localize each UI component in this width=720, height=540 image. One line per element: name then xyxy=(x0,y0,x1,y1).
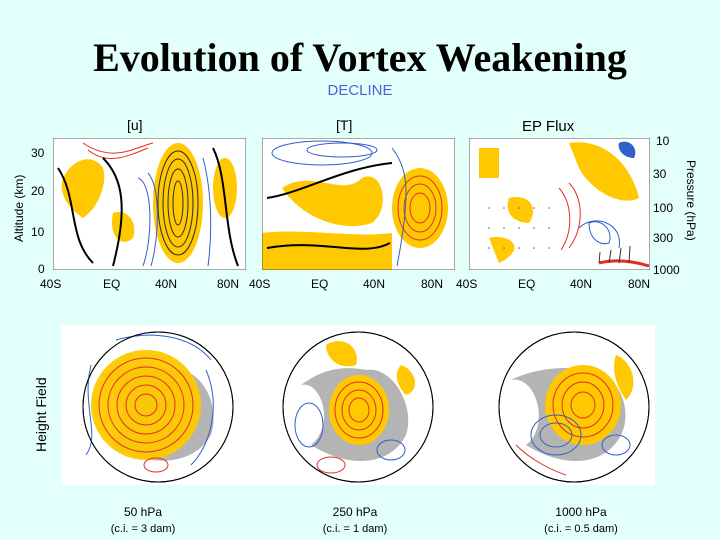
slide-title: Evolution of Vortex Weakening xyxy=(93,35,627,80)
lat-tick: 80N xyxy=(421,277,444,291)
lat-tick: 40N xyxy=(570,277,593,291)
lat-tick: 40N xyxy=(155,277,178,291)
map-level-label: 50 hPa xyxy=(123,505,163,519)
altitude-tick: 30 xyxy=(31,146,45,160)
pressure-tick: 1000 xyxy=(653,263,680,277)
lat-tick: 40S xyxy=(40,277,62,291)
pressure-tick: 300 xyxy=(653,231,674,245)
pressure-tick: 30 xyxy=(653,167,667,181)
map-contour-interval: (c.i. = 3 dam) xyxy=(110,523,176,535)
altitude-tick: 10 xyxy=(31,225,45,239)
subtitle: DECLINE xyxy=(327,82,393,99)
map-contour-interval: (c.i. = 1 dam) xyxy=(322,523,388,535)
altitude-tick: 20 xyxy=(31,184,45,198)
lat-tick: EQ xyxy=(518,277,536,291)
map-50hpa xyxy=(82,331,234,483)
lat-tick: EQ xyxy=(103,277,121,291)
pressure-tick: 100 xyxy=(653,201,674,215)
ep-panel-label: EP Flux xyxy=(522,118,575,135)
height-field-label: Height Field xyxy=(33,377,49,452)
lat-tick: 40S xyxy=(456,277,478,291)
pressure-axis-label: Pressure (hPa) xyxy=(684,160,698,241)
lat-tick: EQ xyxy=(311,277,329,291)
map-level-label: 1000 hPa xyxy=(555,505,607,519)
height-field-maps xyxy=(61,325,655,485)
ep-flux-cross-section xyxy=(469,138,650,270)
pressure-tick: 10 xyxy=(656,134,670,148)
lat-tick: 40S xyxy=(249,277,271,291)
u-cross-section xyxy=(53,138,246,270)
altitude-axis-label: Altitude (km) xyxy=(12,174,26,242)
u-panel-label: [u] xyxy=(127,117,143,133)
t-panel-label: [T] xyxy=(336,117,353,133)
lat-tick: 80N xyxy=(217,277,240,291)
map-250hpa xyxy=(282,331,434,483)
t-cross-section xyxy=(262,138,455,270)
altitude-tick: 0 xyxy=(38,262,45,276)
map-level-label: 250 hPa xyxy=(332,505,378,519)
map-contour-interval: (c.i. = 0.5 dam) xyxy=(544,523,618,535)
lat-tick: 80N xyxy=(628,277,651,291)
map-1000hpa xyxy=(498,331,650,483)
lat-tick: 40N xyxy=(363,277,386,291)
